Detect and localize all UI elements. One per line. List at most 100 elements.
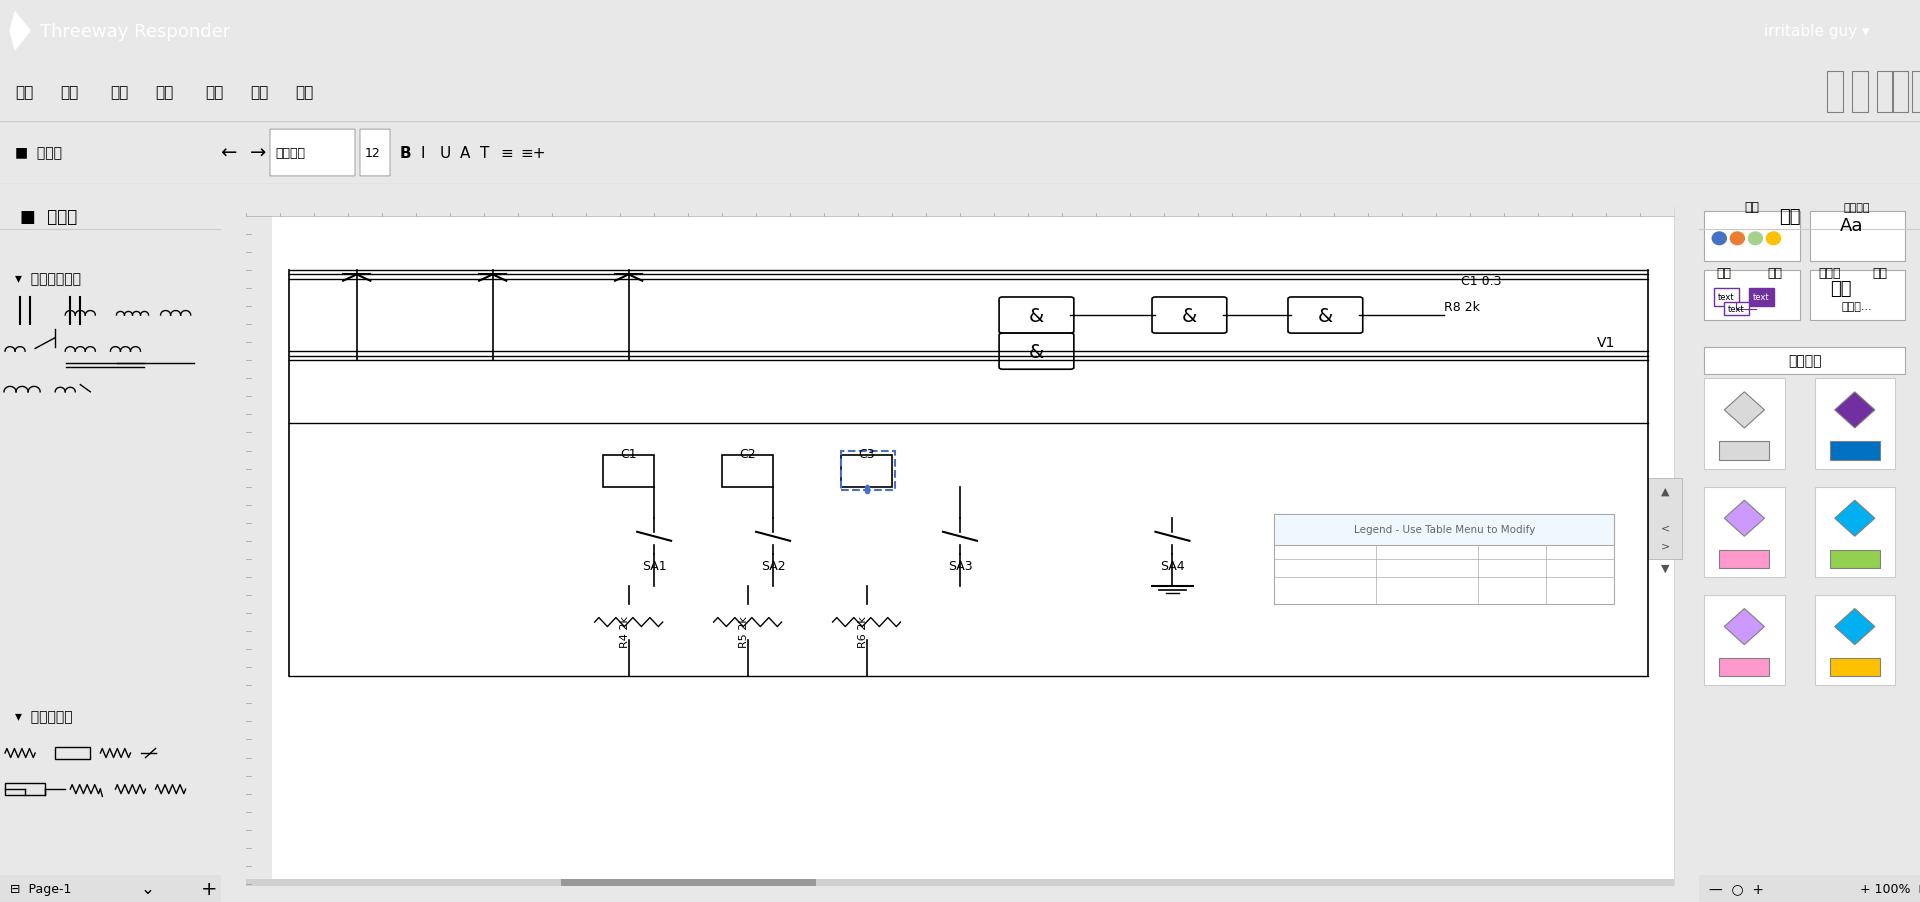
Bar: [0, 706, 221, 726]
Text: C2: C2: [739, 447, 756, 460]
Bar: [1830, 442, 1880, 460]
Text: 编辑: 编辑: [60, 85, 79, 100]
Bar: [841, 456, 893, 487]
Bar: [1699, 875, 1920, 902]
Text: R8 2k: R8 2k: [1444, 300, 1480, 313]
Text: irritable guy ▾: irritable guy ▾: [1764, 24, 1870, 39]
Text: 插入: 插入: [109, 85, 129, 100]
Bar: [1809, 257, 1849, 289]
Bar: [1814, 379, 1895, 469]
Bar: [1705, 595, 1784, 686]
Text: R5 2k: R5 2k: [739, 615, 749, 648]
Text: &: &: [1029, 306, 1044, 326]
Text: ▾  变压器和绕组: ▾ 变压器和绕组: [15, 272, 81, 286]
Text: text: text: [1753, 293, 1770, 302]
Polygon shape: [1836, 501, 1874, 537]
Text: Aa: Aa: [1839, 216, 1862, 235]
Bar: [1647, 478, 1682, 559]
Text: 连接线: 连接线: [1818, 267, 1841, 280]
Bar: [6, 783, 46, 796]
Circle shape: [1766, 233, 1780, 245]
Text: 形状: 形状: [250, 85, 269, 100]
Text: 视图: 视图: [205, 85, 223, 100]
Bar: [1718, 658, 1770, 676]
Text: →: →: [250, 143, 267, 163]
Bar: [1705, 487, 1784, 577]
Text: &: &: [1029, 342, 1044, 362]
Text: ▲: ▲: [1661, 486, 1670, 497]
Bar: [1814, 595, 1895, 686]
Text: A: A: [461, 146, 470, 161]
Text: ⌄: ⌄: [140, 879, 154, 897]
Text: + 100%  ⊡: + 100% ⊡: [1860, 882, 1920, 895]
Text: ⊟  Page-1: ⊟ Page-1: [10, 882, 71, 895]
Bar: [1749, 289, 1774, 307]
Bar: [1705, 347, 1905, 374]
Text: 保存主题: 保存主题: [1788, 354, 1822, 368]
Text: 微软雅黑: 微软雅黑: [1843, 202, 1870, 213]
Text: SA4: SA4: [1160, 559, 1185, 572]
Bar: [1828, 72, 1843, 113]
FancyBboxPatch shape: [1288, 298, 1363, 334]
Bar: [1715, 289, 1740, 307]
Bar: [0, 269, 221, 289]
Text: 文本: 文本: [1872, 267, 1887, 280]
FancyBboxPatch shape: [998, 334, 1073, 370]
Bar: [1718, 550, 1770, 568]
Text: &: &: [1317, 306, 1332, 326]
Bar: [246, 879, 1674, 886]
Text: 帮助: 帮助: [296, 85, 313, 100]
Bar: [1891, 72, 1908, 113]
Bar: [1705, 257, 1745, 289]
Bar: [841, 451, 895, 491]
Text: <: <: [1661, 522, 1670, 533]
Bar: [1878, 72, 1893, 113]
Text: B: B: [399, 146, 411, 161]
Text: I: I: [420, 146, 424, 161]
Text: text: text: [1718, 293, 1734, 302]
Text: SA2: SA2: [760, 559, 785, 572]
Text: 微软雅黑: 微软雅黑: [275, 147, 305, 160]
Bar: [1718, 442, 1770, 460]
Bar: [1809, 271, 1905, 320]
Polygon shape: [1724, 609, 1764, 645]
FancyBboxPatch shape: [998, 298, 1073, 334]
Text: U: U: [440, 146, 451, 161]
Bar: [1830, 658, 1880, 676]
Text: V1: V1: [1597, 336, 1615, 350]
Bar: [1705, 379, 1784, 469]
Text: ←: ←: [221, 143, 236, 163]
Polygon shape: [10, 13, 31, 51]
FancyBboxPatch shape: [271, 130, 355, 177]
FancyBboxPatch shape: [1152, 298, 1227, 334]
Text: 一、: 一、: [1830, 280, 1851, 298]
Bar: [1275, 514, 1615, 604]
Bar: [561, 879, 816, 886]
Text: 颜色: 颜色: [1766, 267, 1782, 280]
Bar: [1755, 257, 1795, 289]
Bar: [1809, 212, 1905, 262]
Bar: [603, 456, 655, 487]
Text: ▼: ▼: [1661, 563, 1670, 574]
Text: R4 2k: R4 2k: [620, 615, 630, 648]
Bar: [722, 456, 774, 487]
Text: 12: 12: [365, 147, 380, 160]
Polygon shape: [1836, 392, 1874, 428]
Polygon shape: [1724, 392, 1764, 428]
Text: C1 0.3: C1 0.3: [1461, 275, 1501, 288]
Text: 布局: 布局: [156, 85, 173, 100]
Text: Threeway Responder: Threeway Responder: [40, 23, 230, 41]
Circle shape: [1749, 233, 1763, 245]
Text: ■  符号库: ■ 符号库: [15, 146, 61, 161]
FancyBboxPatch shape: [359, 130, 390, 177]
Bar: [246, 203, 1674, 216]
Text: C3: C3: [858, 447, 876, 460]
Bar: [1705, 271, 1799, 320]
Text: R6 2k: R6 2k: [858, 615, 868, 648]
Bar: [0, 875, 221, 902]
Bar: [1275, 514, 1615, 546]
Text: ≡: ≡: [499, 146, 513, 161]
Bar: [56, 747, 90, 759]
Text: +: +: [202, 879, 217, 898]
Circle shape: [1713, 233, 1726, 245]
